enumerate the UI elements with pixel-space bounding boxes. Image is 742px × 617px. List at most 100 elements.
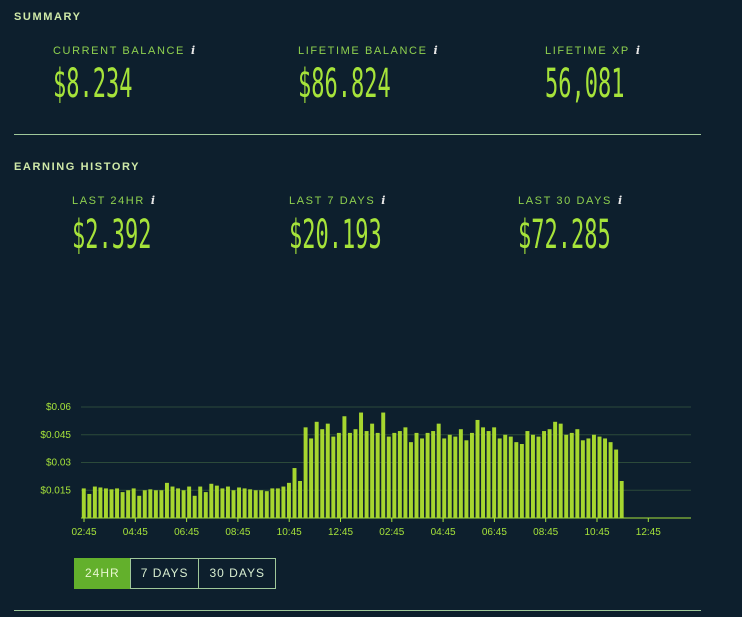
chart-bar[interactable] <box>87 493 92 518</box>
chart-bar[interactable] <box>558 423 563 518</box>
chart-bar[interactable] <box>353 429 358 518</box>
info-icon[interactable]: i <box>433 44 438 57</box>
chart-bar[interactable] <box>386 436 391 518</box>
chart-bar[interactable] <box>286 482 291 518</box>
info-icon[interactable]: i <box>150 194 156 207</box>
chart-bar[interactable] <box>370 423 375 518</box>
chart-bar[interactable] <box>436 423 441 518</box>
chart-bar[interactable] <box>486 431 491 518</box>
chart-bar[interactable] <box>253 490 258 518</box>
chart-bar[interactable] <box>281 486 286 518</box>
chart-bar[interactable] <box>553 421 558 518</box>
chart-bar[interactable] <box>375 432 380 518</box>
chart-bar[interactable] <box>103 488 108 518</box>
chart-bar[interactable] <box>359 412 364 518</box>
chart-bar[interactable] <box>597 436 602 518</box>
chart-bar[interactable] <box>492 427 497 518</box>
info-icon[interactable]: i <box>381 194 386 207</box>
chart-bar[interactable] <box>442 438 447 518</box>
chart-bar[interactable] <box>542 431 547 518</box>
chart-bar[interactable] <box>198 486 203 518</box>
chart-bar[interactable] <box>608 442 613 518</box>
chart-bar[interactable] <box>530 434 535 518</box>
info-icon[interactable]: i <box>635 44 641 57</box>
chart-bar[interactable] <box>309 438 314 518</box>
chart-bar[interactable] <box>248 489 253 518</box>
chart-bar[interactable] <box>619 481 624 518</box>
chart-bar[interactable] <box>475 419 480 518</box>
range-7-days-button[interactable]: 7 DAYS <box>129 558 200 589</box>
chart-bar[interactable] <box>575 429 580 518</box>
chart-bar[interactable] <box>514 442 519 518</box>
chart-bar[interactable] <box>420 438 425 518</box>
chart-bar[interactable] <box>81 488 86 518</box>
chart-bar[interactable] <box>425 432 430 518</box>
chart-bar[interactable] <box>209 483 214 518</box>
chart-bar[interactable] <box>298 481 303 518</box>
chart-bar[interactable] <box>614 449 619 518</box>
chart-bar[interactable] <box>314 421 319 518</box>
chart-bar[interactable] <box>320 429 325 518</box>
info-icon[interactable]: i <box>618 194 623 207</box>
chart-bar[interactable] <box>264 491 269 518</box>
chart-bar[interactable] <box>458 429 463 518</box>
chart-bar[interactable] <box>176 488 181 518</box>
chart-bar[interactable] <box>275 488 280 518</box>
chart-bar[interactable] <box>397 431 402 518</box>
chart-bar[interactable] <box>497 438 502 518</box>
chart-bar[interactable] <box>164 482 169 518</box>
chart-bar[interactable] <box>187 486 192 518</box>
chart-bar[interactable] <box>92 486 97 518</box>
chart-bar[interactable] <box>170 486 175 518</box>
chart-bar[interactable] <box>392 432 397 518</box>
chart-bar[interactable] <box>237 487 242 518</box>
chart-bar[interactable] <box>159 490 164 518</box>
range-30-days-button[interactable]: 30 DAYS <box>198 558 276 589</box>
chart-bar[interactable] <box>508 436 513 518</box>
chart-bar[interactable] <box>408 442 413 518</box>
chart-bar[interactable] <box>569 432 574 518</box>
chart-bar[interactable] <box>181 490 186 518</box>
chart-bar[interactable] <box>115 488 120 518</box>
range-24hr-button[interactable]: 24HR <box>74 558 131 589</box>
chart-bar[interactable] <box>292 468 297 518</box>
chart-bar[interactable] <box>148 489 153 518</box>
info-icon[interactable]: i <box>191 44 196 57</box>
chart-bar[interactable] <box>381 412 386 518</box>
chart-bar[interactable] <box>325 423 330 518</box>
chart-bar[interactable] <box>331 436 336 518</box>
chart-bar[interactable] <box>564 434 569 518</box>
chart-bar[interactable] <box>98 487 103 518</box>
chart-bar[interactable] <box>192 495 197 518</box>
chart-bar[interactable] <box>414 432 419 518</box>
chart-bar[interactable] <box>231 490 236 518</box>
chart-bar[interactable] <box>131 488 136 518</box>
chart-bar[interactable] <box>242 488 247 518</box>
chart-bar[interactable] <box>464 440 469 518</box>
chart-bar[interactable] <box>137 495 142 518</box>
chart-bar[interactable] <box>536 436 541 518</box>
chart-bar[interactable] <box>220 488 225 518</box>
chart-bar[interactable] <box>270 488 275 518</box>
chart-bar[interactable] <box>525 431 530 518</box>
chart-bar[interactable] <box>259 490 264 518</box>
chart-bar[interactable] <box>403 427 408 518</box>
chart-bar[interactable] <box>503 434 508 518</box>
chart-bar[interactable] <box>225 486 230 518</box>
chart-bar[interactable] <box>214 485 219 519</box>
chart-bar[interactable] <box>481 427 486 518</box>
chart-bar[interactable] <box>603 438 608 518</box>
chart-bar[interactable] <box>120 492 125 518</box>
chart-bar[interactable] <box>203 492 208 518</box>
chart-bar[interactable] <box>469 432 474 518</box>
chart-bar[interactable] <box>126 490 131 518</box>
chart-bar[interactable] <box>364 431 369 518</box>
chart-bar[interactable] <box>303 427 308 518</box>
chart-bar[interactable] <box>447 434 452 518</box>
chart-bar[interactable] <box>153 490 158 518</box>
chart-bar[interactable] <box>580 440 585 518</box>
chart-bar[interactable] <box>547 429 552 518</box>
chart-bar[interactable] <box>519 444 524 518</box>
chart-bar[interactable] <box>336 432 341 518</box>
chart-bar[interactable] <box>591 434 596 518</box>
